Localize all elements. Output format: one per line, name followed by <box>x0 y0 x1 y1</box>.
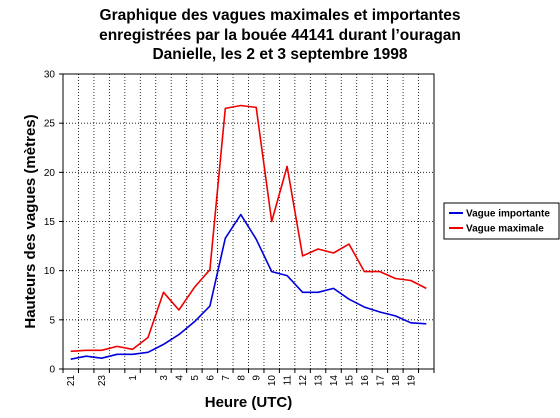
x-tick-label: 9 <box>252 375 263 381</box>
y-axis-title: Hauteurs des vagues (mètres) <box>22 114 39 328</box>
series-line-2 <box>70 104 427 353</box>
gridlines <box>63 74 434 369</box>
x-tick-label: 6 <box>205 375 216 381</box>
x-tick-label: 19 <box>406 375 417 387</box>
y-tick-label: 10 <box>44 266 56 277</box>
chart-title-line-3: Danielle, les 2 et 3 septembre 1998 <box>152 46 408 63</box>
x-tick-label: 7 <box>221 375 232 381</box>
x-tick-label: 12 <box>298 375 309 387</box>
y-tick-label: 15 <box>44 217 56 228</box>
x-axis-title: Heure (UTC) <box>205 394 293 411</box>
y-tick-label: 20 <box>44 168 56 179</box>
x-tick-label: 23 <box>97 375 108 387</box>
x-axis-ticks: 21 23 1 3 4 5 6 7 8 9 10 11 12 13 14 15 16 17 18 19 <box>62 369 435 387</box>
x-tick-label: 21 <box>66 375 77 387</box>
x-tick-label: 5 <box>190 375 201 381</box>
x-tick-label: 1 <box>128 375 139 381</box>
y-tick-label: 5 <box>49 315 55 326</box>
legend-label-2: Vague maximale <box>466 224 544 235</box>
x-tick-label: 3 <box>159 375 170 381</box>
y-tick-label: 25 <box>44 119 56 130</box>
x-tick-label: 18 <box>391 375 402 387</box>
y-axis-ticks: 0 5 10 15 20 25 30 <box>44 70 63 376</box>
y-tick-label: 0 <box>49 365 55 376</box>
x-tick-label: 13 <box>314 375 325 387</box>
chart-title-line-1: Graphique des vagues maximales et import… <box>99 7 461 24</box>
x-tick-label: 15 <box>344 375 355 387</box>
y-tick-label: 30 <box>44 70 56 81</box>
x-tick-label: 4 <box>174 375 185 381</box>
series-line-1 <box>70 213 427 360</box>
x-tick-label: 8 <box>236 375 247 381</box>
chart-title: Graphique des vagues maximales et import… <box>40 6 520 65</box>
x-tick-label: 17 <box>375 375 386 387</box>
chart-title-line-2: enregistrées par la bouée 44141 durant l… <box>99 26 461 44</box>
x-tick-label: 11 <box>283 375 294 386</box>
legend-box <box>443 202 560 240</box>
legend: Vague importante Vague maximale <box>443 202 560 240</box>
x-tick-label: 10 <box>267 375 278 387</box>
legend-label-1: Vague importante <box>466 209 550 220</box>
series-lines <box>70 104 427 360</box>
x-tick-label: 16 <box>360 375 371 387</box>
x-tick-label: 14 <box>329 375 340 387</box>
